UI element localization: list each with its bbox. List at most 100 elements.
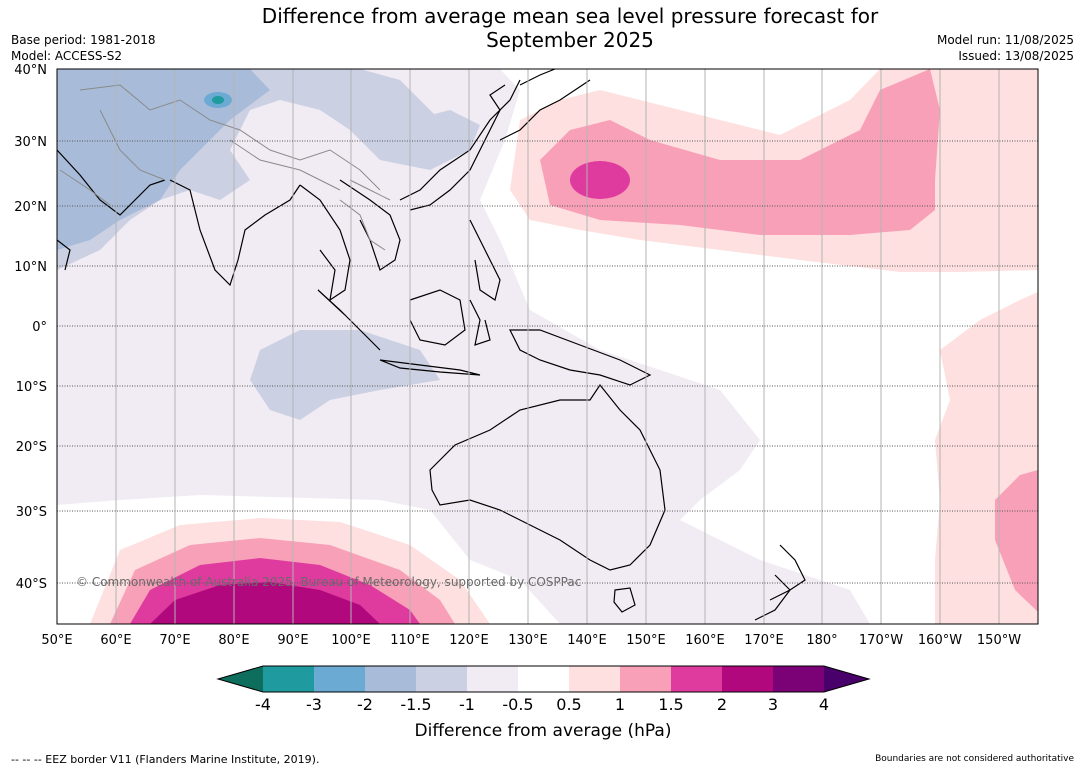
meta-right: Model run: 11/08/2025 Issued: 13/08/2025 [937,32,1074,64]
colorbar-tick-label: 1 [615,695,625,714]
coastlines [57,69,806,621]
title-line-1: Difference from average mean sea level p… [261,4,879,28]
issued-date: Issued: 13/08/2025 [958,49,1074,63]
latitude-labels: 40°N 30°N 20°N 10°N 0° 10°S 20°S 30°S 40… [14,63,47,592]
anomaly-region-pos-1-east [995,470,1038,612]
anomaly-region-pos-1.5-north [570,161,630,199]
lon-label: 90°E [277,633,308,648]
sumatra-coast [317,289,381,351]
colorbar-ticks: -4 -3 -2 -1.5 -1 -0.5 0.5 1 1.5 2 3 4 [255,695,829,714]
borneo-coast [409,289,466,346]
new-guinea-coast [509,329,652,386]
anomaly-region-neg-3 [212,96,224,104]
border-central-asia [79,84,381,191]
map-panel: © Commonwealth of Australia 2025, Bureau… [57,69,1038,624]
lon-label: 140°E [567,633,607,648]
colorbar-segment [263,666,314,692]
anomaly-region-pos-2-south [150,582,380,624]
lat-label: 30°S [16,505,47,520]
colorbar-tick-label: -4 [255,695,271,714]
philippines-coast [469,219,501,301]
new-zealand-coast [754,544,806,621]
java-coast [379,359,481,376]
lon-label: 170°E [744,633,784,648]
anomaly-region-pos-1-north [540,69,940,235]
colorbar-tick-label: -1 [459,695,475,714]
colorbar-label: Difference from average (hPa) [415,721,672,741]
colorbar-extend-high [824,666,869,692]
colorbar: -4 -3 -2 -1.5 -1 -0.5 0.5 1 1.5 2 3 4 Di… [216,665,871,741]
lon-label: 110°E [390,633,430,648]
lon-label: 170°W [859,633,903,648]
lon-label: 120°E [449,633,489,648]
colorbar-segment [620,666,671,692]
lon-label: 60°E [100,633,131,648]
meridians [115,69,1000,624]
copyright-notice: © Commonwealth of Australia 2025, Bureau… [76,575,581,589]
lat-label: 10°S [16,380,47,395]
title-line-2: September 2025 [486,28,654,52]
colorbar-segment [773,666,824,692]
anomaly-region-neg-1-central [250,330,440,420]
colorbar-tick-label: -3 [306,695,322,714]
lat-label: 0° [32,320,47,335]
lat-label: 30°N [14,135,47,150]
sulawesi-coast [469,299,491,346]
lat-label: 20°S [16,440,47,455]
lon-label: 70°E [159,633,190,648]
lon-label: 100°E [331,633,371,648]
se-asia-coast [299,79,521,302]
lon-label: 130°E [508,633,548,648]
base-period: Base period: 1981-2018 [11,33,156,47]
model-name: Model: ACCESS-S2 [11,49,123,63]
country-borders [59,84,391,251]
arabia-coast [57,149,166,216]
lon-label: 160°W [918,633,962,648]
colorbar-outline [216,665,871,693]
border-himalaya [229,139,341,191]
colorbar-tick-label: -1.5 [400,695,431,714]
border-iran [99,109,166,181]
colorbar-tick-label: -2 [357,695,373,714]
graticule [57,69,1038,624]
china-coast [409,84,506,211]
colorbar-segment [671,666,722,692]
tasmania-coast [613,587,636,613]
border-indochina [339,179,391,251]
meta-left: Base period: 1981-2018 Model: ACCESS-S2 [11,32,156,64]
lon-label: 160°E [685,633,725,648]
boundaries-disclaimer: Boundaries are not considered authoritat… [875,754,1074,764]
lon-label: 150°W [977,633,1021,648]
lat-label: 40°S [16,577,47,592]
colorbar-segment [365,666,416,692]
lat-label: 40°N [14,63,47,78]
colorbar-segment [569,666,620,692]
australia-coast [429,383,666,571]
lon-label: 80°E [218,633,249,648]
colorbar-tick-label: 2 [717,695,727,714]
eez-border-note: -- -- -- EEZ border V11 (Flanders Marine… [11,753,320,766]
parallels [57,140,1038,584]
anomaly-region-neg-1.5 [57,69,270,250]
africa-coast [57,239,71,271]
lat-label: 20°N [14,200,47,215]
colorbar-tick-label: 3 [768,695,778,714]
colorbar-tick-label: -0.5 [502,695,533,714]
lon-label: 50°E [41,633,72,648]
lon-label: 150°E [626,633,666,648]
colorbar-segment [314,666,365,692]
lon-label: 180° [806,633,837,648]
lat-label: 10°N [14,260,47,275]
japan-coast [499,69,591,141]
model-run: Model run: 11/08/2025 [936,33,1074,47]
border-arabia [59,169,111,206]
colorbar-segment [518,666,569,692]
map-frame [56,68,1039,625]
map-title: Difference from average mean sea level p… [230,4,910,52]
longitude-labels: 50°E 60°E 70°E 80°E 90°E 100°E 110°E 120… [41,633,1021,648]
anomaly-region-neg-1-north [410,110,480,150]
colorbar-tick-label: 0.5 [556,695,581,714]
colorbar-segment [416,666,467,692]
colorbar-segment [722,666,773,692]
